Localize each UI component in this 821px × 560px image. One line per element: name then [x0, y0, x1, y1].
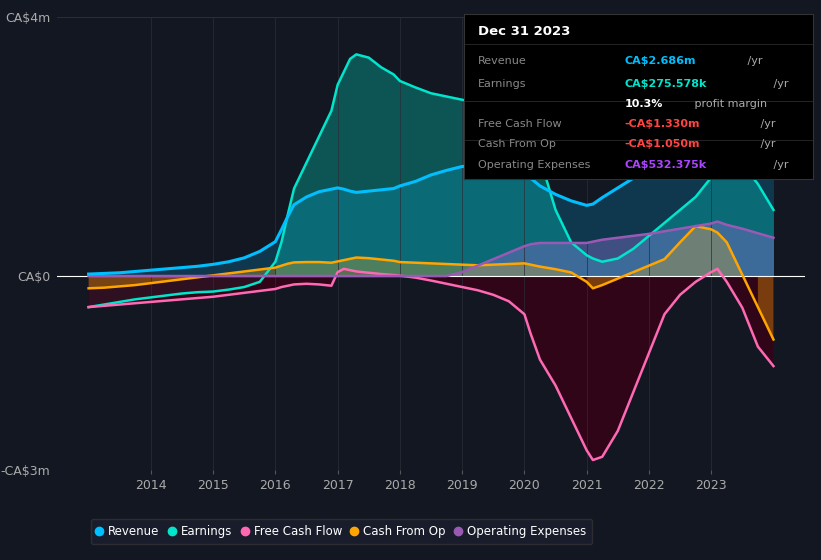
Text: -CA$1.050m: -CA$1.050m	[624, 139, 699, 149]
Legend: Revenue, Earnings, Free Cash Flow, Cash From Op, Operating Expenses: Revenue, Earnings, Free Cash Flow, Cash …	[90, 519, 592, 544]
Text: CA$2.686m: CA$2.686m	[624, 56, 696, 66]
Text: Revenue: Revenue	[478, 56, 526, 66]
Text: /yr: /yr	[757, 119, 776, 129]
Text: Earnings: Earnings	[478, 79, 526, 89]
Text: Operating Expenses: Operating Expenses	[478, 160, 590, 170]
Text: /yr: /yr	[757, 139, 776, 149]
Text: profit margin: profit margin	[690, 99, 767, 109]
Text: 10.3%: 10.3%	[624, 99, 663, 109]
Text: Cash From Op: Cash From Op	[478, 139, 556, 149]
Text: CA$532.375k: CA$532.375k	[624, 160, 707, 170]
Text: /yr: /yr	[744, 56, 762, 66]
Text: Dec 31 2023: Dec 31 2023	[478, 25, 571, 38]
Text: /yr: /yr	[770, 79, 789, 89]
Text: -CA$1.330m: -CA$1.330m	[624, 119, 699, 129]
Text: CA$275.578k: CA$275.578k	[624, 79, 707, 89]
Text: Free Cash Flow: Free Cash Flow	[478, 119, 562, 129]
Text: /yr: /yr	[770, 160, 789, 170]
